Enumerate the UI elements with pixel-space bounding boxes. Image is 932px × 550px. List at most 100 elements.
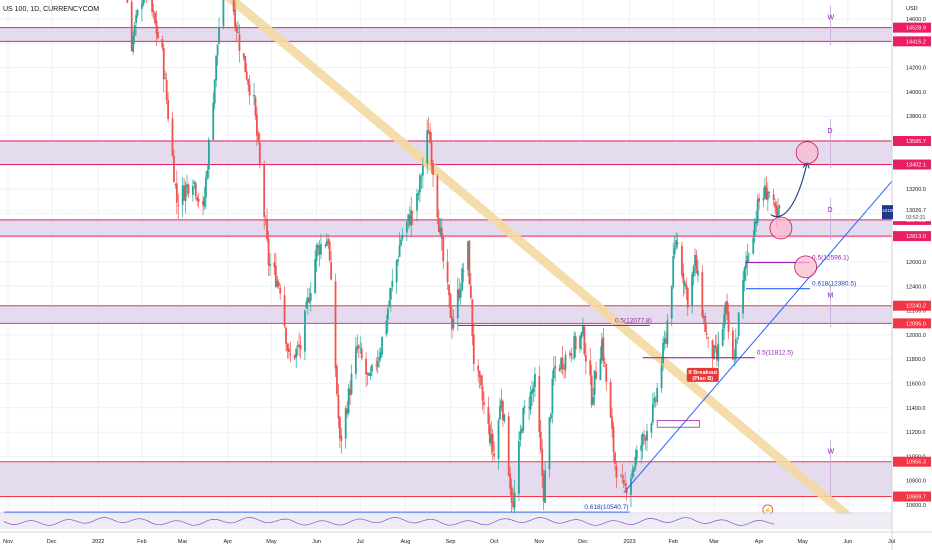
candle-body: [641, 433, 644, 446]
price-tick-label: 11400.0: [906, 406, 925, 412]
descending-band-line: [225, 0, 853, 521]
time-tick-label: Feb: [137, 539, 146, 545]
candle-body: [753, 221, 756, 238]
price-tick-label: 11600.0: [906, 382, 925, 388]
candle-body: [308, 298, 311, 303]
target-circle: [795, 141, 819, 165]
candle-body: [592, 396, 595, 405]
candle-body: [442, 237, 445, 262]
candle-body: [186, 183, 188, 188]
fib-level-label: 0.5(11812.5): [757, 350, 793, 357]
candle-body: [397, 259, 399, 262]
time-tick-label: Oct: [490, 539, 499, 545]
time-tick-label: Apr: [224, 539, 233, 545]
candle-body: [723, 314, 726, 329]
uptrend-line: [623, 164, 907, 494]
candle-body: [777, 207, 779, 216]
candle-body: [764, 185, 766, 199]
candle-body: [631, 470, 634, 477]
candle-body: [622, 480, 625, 484]
candle-body: [503, 414, 506, 422]
candle-body: [193, 181, 196, 184]
candle-body: [196, 196, 199, 201]
candle-body: [410, 209, 413, 226]
candle-body: [293, 355, 296, 359]
candle-body: [187, 185, 190, 194]
candle-body: [314, 259, 317, 293]
fib-level-label: 0.5(12077.8): [615, 317, 652, 324]
candle-body: [644, 437, 647, 441]
price-tick-label: 14200.0: [906, 66, 926, 72]
candle-body: [635, 450, 638, 459]
candle-body: [417, 192, 420, 195]
zone-price-box: [893, 300, 931, 311]
candle-body: [132, 35, 135, 53]
candle-body: [336, 366, 338, 395]
candle-body: [395, 260, 398, 283]
candle-body: [133, 24, 136, 36]
candle-body: [232, 0, 235, 12]
candle-body: [766, 191, 769, 200]
time-tick-label: Mar: [178, 539, 188, 545]
candle-body: [237, 32, 239, 33]
candle-body: [656, 387, 659, 403]
candle-body: [350, 373, 353, 394]
candle-body: [756, 199, 759, 224]
candle-body: [497, 420, 500, 459]
plan-b-line2: (Plan B): [692, 376, 713, 382]
candle-body: [157, 31, 159, 39]
zone-tag-label: D: [827, 207, 832, 214]
candle-body: [563, 367, 565, 369]
symbol-title: US 100, 1D, CURRENCYCOM: [3, 6, 99, 13]
supply-demand-zones: W D D M W: [0, 5, 892, 501]
oscillator-line: [3, 517, 775, 526]
candle-body: [701, 272, 704, 317]
candle-body: [493, 453, 496, 457]
candle-body: [747, 254, 750, 255]
candle-body: [205, 177, 207, 198]
candle-body: [222, 0, 225, 27]
breakout-box: [656, 420, 700, 428]
candle-body: [234, 9, 236, 29]
price-tick-label: 12200.0: [906, 309, 926, 315]
candle-body: [499, 405, 501, 420]
candle-body: [772, 194, 775, 200]
candle-body: [461, 268, 464, 291]
candle-body: [385, 320, 388, 335]
candle-body: [315, 245, 318, 261]
candle-body: [289, 353, 292, 355]
candle-body: [349, 389, 351, 395]
candle-body: [378, 356, 381, 361]
candle-body: [462, 270, 465, 272]
candle-body: [507, 416, 510, 476]
candle-body: [541, 449, 544, 476]
candle-body: [734, 338, 737, 360]
candle-body: [305, 301, 308, 309]
zone-price-label: 14416.2: [906, 39, 926, 45]
candle-body: [490, 434, 493, 445]
candle-body: [426, 130, 429, 164]
candle-body: [675, 240, 678, 248]
zone-rect: [0, 219, 892, 237]
descending-channel-band: [225, 0, 853, 521]
last-price-countdown: 03:52:31: [906, 215, 926, 221]
candle-body: [164, 78, 167, 79]
candle-body: [154, 12, 156, 23]
candle-body: [206, 170, 209, 178]
candle-body: [589, 360, 592, 376]
candle-body: [711, 340, 714, 359]
candle-body: [283, 295, 286, 327]
candle-body: [213, 79, 216, 104]
candle-body: [194, 183, 197, 197]
candle-body: [681, 245, 683, 276]
zone-price-box: [893, 231, 931, 242]
candle-body: [247, 79, 250, 85]
candle-body: [456, 289, 459, 319]
candle-body: [459, 290, 462, 298]
candle-body: [727, 311, 730, 332]
candle-body: [141, 3, 143, 9]
candle-body: [267, 238, 270, 266]
candle-body: [317, 244, 319, 248]
candle-body: [768, 191, 771, 193]
